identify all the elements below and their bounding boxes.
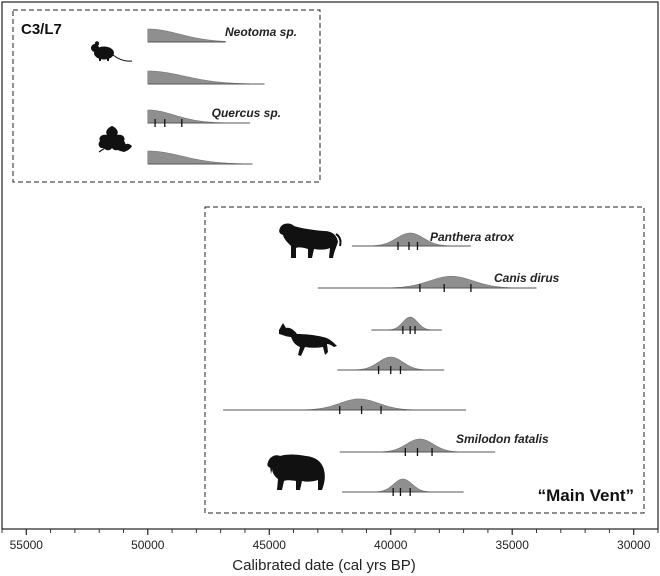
x-tick-label: 55000 [10, 538, 44, 552]
oak-leaf-icon [98, 126, 132, 153]
distribution-5 [351, 232, 471, 250]
x-axis-title: Calibrated date (cal yrs BP) [232, 557, 415, 574]
group-label-c3-l7: C3/L7 [21, 21, 62, 38]
series-label-canis: Canis dirus [494, 271, 560, 285]
dire-wolf-icon [279, 323, 337, 356]
panthera-icon [279, 223, 342, 258]
distribution-area [296, 398, 422, 411]
distribution-area [147, 70, 265, 85]
distribution-3 [147, 109, 251, 127]
group-box-c3-l7 [12, 9, 321, 183]
group-box-main-vent [204, 206, 645, 514]
distribution-10 [339, 438, 496, 456]
distribution-area [373, 478, 433, 493]
distribution-7 [371, 316, 442, 334]
plot-frame [1, 1, 659, 530]
distribution-area [367, 232, 454, 247]
distribution-9 [223, 398, 467, 414]
distribution-area [376, 438, 463, 453]
x-tick-label: 50000 [131, 538, 165, 552]
distribution-2 [147, 70, 265, 85]
group-label-main-vent: “Main Vent” [538, 486, 634, 505]
distribution-6 [317, 275, 537, 292]
distribution-area [381, 275, 522, 289]
x-tick-label: 35000 [496, 538, 530, 552]
series-label-smilodon: Smilodon fatalis [456, 432, 549, 446]
series-label-neotoma: Neotoma sp. [225, 25, 297, 39]
distribution-area [147, 28, 226, 43]
series-label-panthera: Panthera atrox [430, 230, 515, 244]
woodrat-icon [91, 41, 133, 62]
smilodon-icon [267, 454, 325, 490]
x-axis: 55000 50000 45000 40000 35000 30000 [1, 529, 659, 552]
distribution-11 [342, 478, 464, 496]
x-tick-label: 40000 [374, 538, 408, 552]
distribution-1 [147, 28, 226, 43]
distribution-8 [337, 356, 445, 374]
distribution-layer [147, 28, 537, 496]
x-tick-label: 45000 [253, 538, 287, 552]
x-tick-label: 30000 [617, 538, 651, 552]
distribution-4 [147, 150, 253, 165]
distribution-area [386, 316, 434, 331]
distribution-area [351, 356, 430, 371]
series-label-quercus: Quercus sp. [212, 106, 281, 120]
distribution-area [147, 150, 253, 165]
